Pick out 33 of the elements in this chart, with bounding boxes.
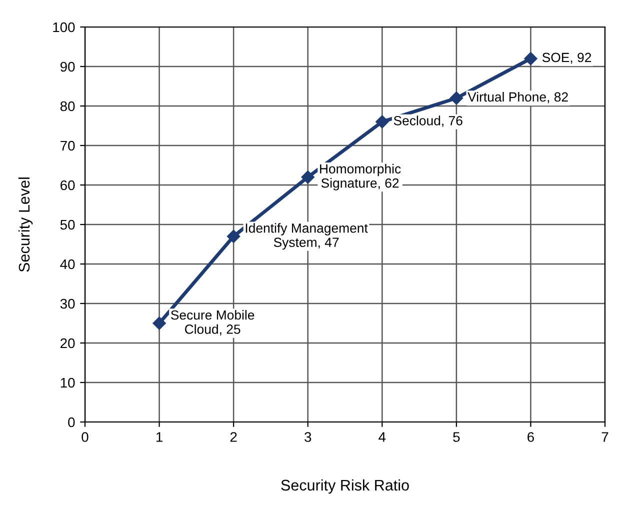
x-tick-label: 5 (453, 432, 460, 442)
y-tick-label: 10 (60, 378, 75, 388)
x-tick-label: 0 (82, 432, 88, 442)
y-tick-label: 100 (53, 22, 75, 32)
y-tick-label: 80 (60, 101, 75, 112)
annotation: Secloud, 76 (394, 116, 462, 127)
point (450, 92, 464, 105)
y-tick-label: 50 (60, 220, 75, 230)
point (152, 316, 166, 330)
annotation: Virtual Phone, 82 (468, 92, 568, 104)
y-tick-label: 40 (60, 259, 75, 270)
y-tick-label: 70 (60, 140, 75, 151)
y-axis-title: Security Level (18, 178, 33, 272)
annotation: Identify Management System, 47 (246, 223, 368, 250)
point (226, 230, 240, 243)
y-tick-label: 90 (60, 62, 75, 72)
x-tick-label: 6 (528, 432, 534, 442)
point (524, 52, 538, 66)
x-tick-label: 3 (304, 432, 312, 442)
y-tick-label: 30 (60, 298, 75, 309)
y-tick-label: 60 (60, 180, 75, 190)
point (301, 170, 314, 184)
y-tick-label: 20 (60, 338, 75, 348)
point (376, 115, 389, 128)
x-tick-label: 7 (602, 432, 608, 442)
x-axis-title: Security Risk Ratio (281, 479, 409, 494)
annotation: SOE, 92 (542, 52, 592, 64)
x-tick-label: 1 (156, 432, 162, 442)
annotation: Secure Mobile Cloud, 25 (170, 310, 254, 336)
x-tick-label: 4 (378, 432, 386, 442)
annotation: Homomorphic Signature, 62 (320, 164, 401, 190)
y-tick-label: 0 (68, 417, 75, 428)
x-tick-label: 2 (230, 432, 237, 442)
